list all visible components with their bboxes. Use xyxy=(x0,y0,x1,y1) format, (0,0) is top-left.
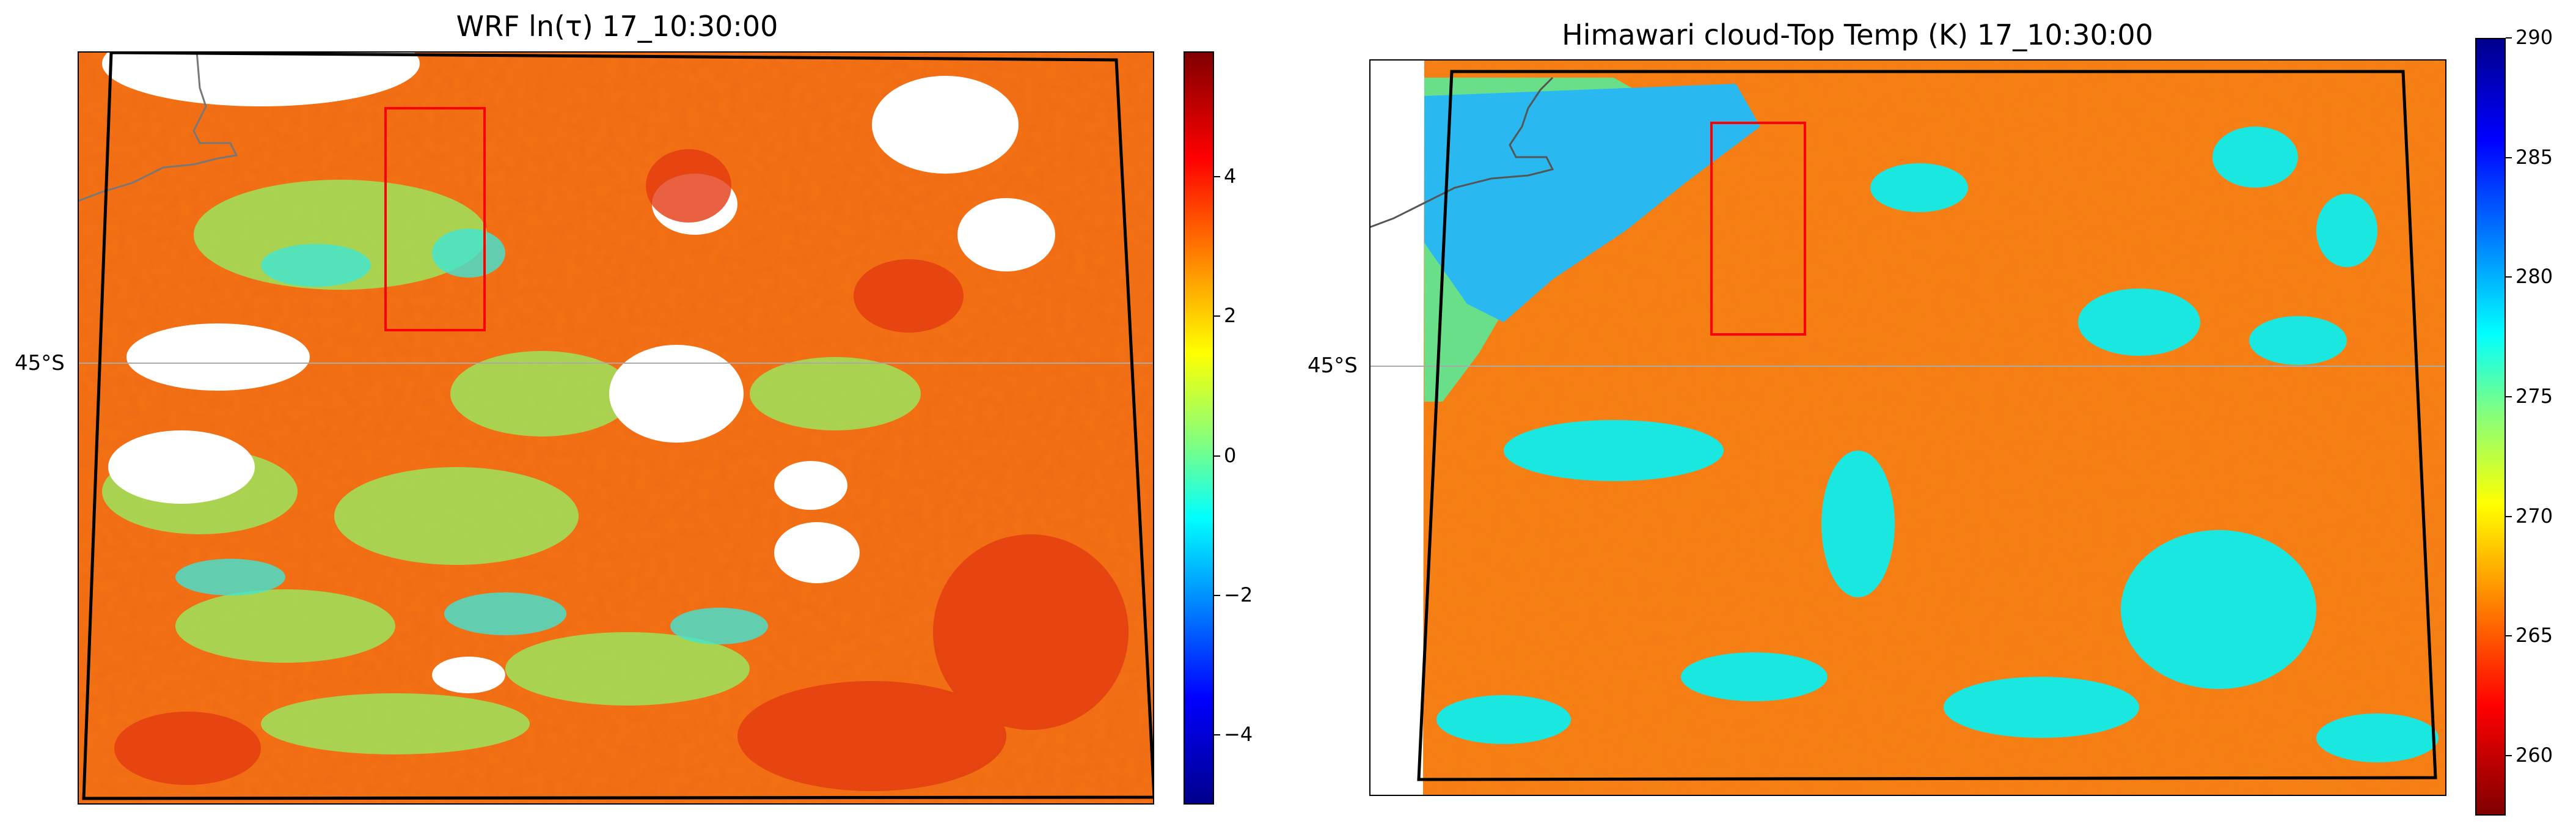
wrf-colorbar-tick-label: 2 xyxy=(1224,304,1237,328)
himawari-lat-label: 45°S xyxy=(1308,353,1358,378)
wrf-colorbar-tick-label: 0 xyxy=(1224,443,1237,467)
wrf-colorbar-tick-label: −4 xyxy=(1224,722,1253,746)
himawari-colorbar-tick xyxy=(2506,635,2512,637)
wrf-map-frame xyxy=(78,51,1154,805)
himawari-colorbar-tick xyxy=(2506,157,2512,158)
wrf-thin-cloud-areas xyxy=(102,180,921,754)
himawari-colorbar-tick-label: 285 xyxy=(2516,145,2553,169)
wrf-colorbar-tick xyxy=(1214,315,1220,317)
wrf-colorbar-tick xyxy=(1214,594,1220,596)
wrf-colorbar-tick xyxy=(1214,176,1220,178)
himawari-colorbar xyxy=(2475,38,2506,816)
himawari-colorbar-tick-label: 275 xyxy=(2516,385,2553,408)
himawari-coastline xyxy=(1369,76,1554,229)
himawari-domain-outline xyxy=(1417,70,2437,781)
himawari-warm-clear-areas xyxy=(1424,78,2439,762)
himawari-highlight-box xyxy=(1710,122,1806,336)
wrf-colorbar-tick xyxy=(1214,455,1220,457)
wrf-coastline xyxy=(78,51,238,202)
himawari-colorbar-tick xyxy=(2506,37,2512,39)
wrf-cloud-cores xyxy=(114,149,1129,791)
himawari-colorbar-tick-label: 290 xyxy=(2516,26,2553,49)
wrf-map xyxy=(78,51,1154,805)
himawari-colorbar-tick-label: 260 xyxy=(2516,743,2553,767)
himawari-colorbar-tick xyxy=(2506,515,2512,517)
wrf-cyan-patches xyxy=(175,229,768,644)
wrf-colorbar xyxy=(1184,51,1214,805)
wrf-colorbar-tick xyxy=(1214,734,1220,735)
himawari-colorbar-tick xyxy=(2506,396,2512,398)
wrf-colorbar-tick-label: −2 xyxy=(1224,583,1253,606)
himawari-panel-title: Himawari cloud-Top Temp (K) 17_10:30:00 xyxy=(1562,18,2153,51)
himawari-colorbar-tick xyxy=(2506,755,2512,757)
himawari-map xyxy=(1369,59,2446,796)
wrf-lat-label: 45°S xyxy=(15,351,65,375)
wrf-cloud-free-areas xyxy=(102,51,1055,693)
wrf-panel-title: WRF ln(τ) 17_10:30:00 xyxy=(456,10,778,43)
wrf-colorbar-tick-label: 4 xyxy=(1224,164,1237,188)
himawari-map-frame xyxy=(1369,59,2446,796)
himawari-colorbar-tick-label: 265 xyxy=(2516,624,2553,647)
himawari-colorbar-tick xyxy=(2506,276,2512,278)
wrf-domain-outline xyxy=(82,51,1154,800)
himawari-colorbar-tick-label: 280 xyxy=(2516,265,2553,289)
himawari-colorbar-tick-label: 270 xyxy=(2516,504,2553,528)
wrf-highlight-box xyxy=(384,107,486,331)
